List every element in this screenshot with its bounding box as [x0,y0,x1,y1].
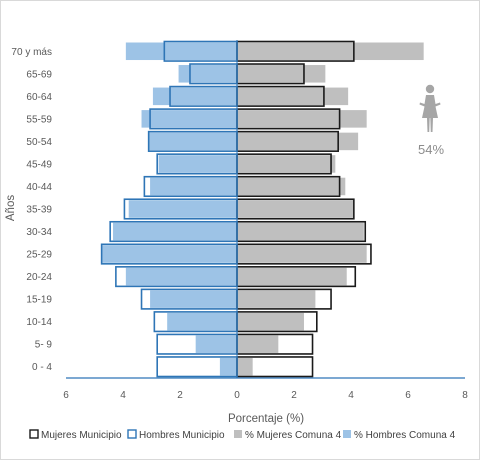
bar-pct-hombres-comuna-4-25-29 [101,245,237,263]
x-tick-label: 6 [63,390,69,401]
legend-item-pct-hombres-comuna-4: % Hombres Comuna 4 [343,430,456,441]
bar-pct-hombres-comuna-4-0-4 [219,357,237,376]
x-tick-label: 4 [120,390,126,401]
category-label-40-44: 40-44 [26,182,52,193]
bar-pct-mujeres-comuna-4-35-39 [237,200,354,218]
bar-pct-mujeres-comuna-4-65-69 [237,65,326,83]
x-tick-label: 2 [291,390,297,401]
legend-swatch [343,430,351,438]
bar-pct-hombres-comuna-4-45-49 [158,155,237,173]
bar-pct-hombres-comuna-4-30-34 [113,222,237,241]
bar-pct-mujeres-comuna-4-20-24 [237,267,347,286]
category-label-20-24: 20-24 [26,272,52,283]
bar-pct-mujeres-comuna-4-40-44 [237,177,346,196]
category-label-45-49: 45-49 [26,159,52,170]
category-label-30-34: 30-34 [26,227,52,238]
category-label-5-9: 5- 9 [35,340,53,351]
legend-swatch [29,429,39,439]
x-tick-label: 8 [462,390,468,401]
x-tick-label: 2 [177,390,183,401]
legend-item-pct-mujeres-comuna-4: % Mujeres Comuna 4 [234,430,342,441]
bar-pct-mujeres-comuna-4-10-14 [237,312,304,331]
bar-pct-hombres-comuna-4-70-y-m-s [125,42,237,61]
legend-item-mujeres-municipio: Mujeres Municipio [29,429,122,441]
bar-pct-mujeres-comuna-4-70-y-m-s [237,42,424,61]
category-label-35-39: 35-39 [26,205,52,216]
bar-pct-mujeres-comuna-4-25-29 [237,245,367,263]
bar-pct-hombres-comuna-4-10-14 [167,312,237,331]
bar-pct-hombres-comuna-4-50-54 [148,132,237,151]
category-label-25-29: 25-29 [26,250,52,261]
bar-pct-mujeres-comuna-4-15-19 [237,290,316,308]
bar-pct-mujeres-comuna-4-30-34 [237,222,364,241]
bar-pct-mujeres-comuna-4-45-49 [237,155,336,173]
category-label-65-69: 65-69 [26,69,52,80]
x-axis-title: Porcentaje (%) [228,413,304,425]
women-percentage-label: 54% [418,142,444,157]
bar-pct-hombres-comuna-4-35-39 [128,200,237,218]
legend-label: % Mujeres Comuna 4 [245,430,342,441]
bar-pct-hombres-comuna-4-20-24 [125,267,237,286]
bar-pct-hombres-comuna-4-55-59 [141,110,237,128]
legend-swatch [127,429,137,439]
category-label-10-14: 10-14 [26,317,52,328]
bar-pct-mujeres-comuna-4-55-59 [237,110,367,128]
legend-item-hombres-municipio: Hombres Municipio [127,429,225,441]
x-tick-labels: 6 4 2 0 2 4 6 8 [63,390,468,401]
bar-pct-hombres-comuna-4-5-9 [195,335,237,353]
legend-swatch [234,430,242,438]
category-label-0-4: 0 - 4 [32,362,52,373]
category-labels: 0 - 4 5- 9 10-14 15-19 20-24 25-29 30-34 35-39 4… [11,47,52,373]
legend-label: Hombres Municipio [139,430,225,441]
x-tick-label: 4 [348,390,354,401]
bar-pct-mujeres-comuna-4-5-9 [237,335,279,353]
bar-pct-mujeres-comuna-4-50-54 [237,132,359,151]
category-label-70-y-m-s: 70 y más [11,47,52,58]
category-label-55-59: 55-59 [26,114,52,125]
woman-icon [419,84,441,132]
x-tick-label: 6 [405,390,411,401]
bar-pct-mujeres-comuna-4-60-64 [237,87,349,106]
category-label-60-64: 60-64 [26,92,52,103]
bar-pct-hombres-comuna-4-65-69 [178,65,237,83]
axes-layer [66,40,465,379]
category-label-50-54: 50-54 [26,137,52,148]
bar-pct-hombres-comuna-4-60-64 [152,87,237,106]
bar-pct-hombres-comuna-4-15-19 [150,290,237,308]
category-label-15-19: 15-19 [26,295,52,306]
bar-pct-mujeres-comuna-4-0-4 [237,357,253,376]
legend-label: % Hombres Comuna 4 [354,430,456,441]
chart-legend: Mujeres Municipio Hombres Municipio % Muje… [29,429,456,441]
x-tick-label: 0 [234,390,240,401]
bar-pct-hombres-comuna-4-40-44 [150,177,237,196]
legend-label: Mujeres Municipio [41,430,122,441]
fill-bars-layer [101,42,424,376]
y-axis-title: Años [5,195,17,221]
